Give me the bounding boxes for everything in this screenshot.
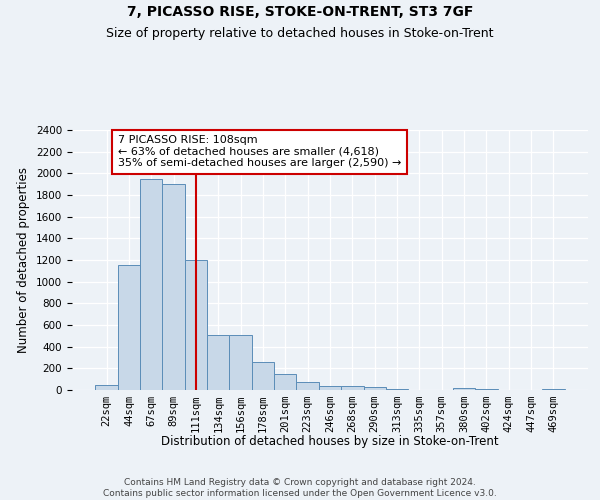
Bar [118, 266, 140, 390]
Bar [163, 184, 185, 390]
Bar [341, 386, 364, 390]
Bar [229, 335, 252, 390]
Bar [207, 335, 229, 390]
Bar [475, 389, 497, 390]
Bar [453, 388, 475, 390]
Bar [252, 362, 274, 390]
Bar [319, 386, 341, 390]
Bar [364, 388, 386, 390]
Bar [386, 389, 408, 390]
Bar [140, 179, 163, 390]
Y-axis label: Number of detached properties: Number of detached properties [17, 167, 31, 353]
Text: Distribution of detached houses by size in Stoke-on-Trent: Distribution of detached houses by size … [161, 435, 499, 448]
Text: 7, PICASSO RISE, STOKE-ON-TRENT, ST3 7GF: 7, PICASSO RISE, STOKE-ON-TRENT, ST3 7GF [127, 5, 473, 19]
Bar [296, 382, 319, 390]
Bar [95, 384, 118, 390]
Text: 7 PICASSO RISE: 108sqm
← 63% of detached houses are smaller (4,618)
35% of semi-: 7 PICASSO RISE: 108sqm ← 63% of detached… [118, 135, 401, 168]
Text: Size of property relative to detached houses in Stoke-on-Trent: Size of property relative to detached ho… [106, 28, 494, 40]
Text: Contains HM Land Registry data © Crown copyright and database right 2024.
Contai: Contains HM Land Registry data © Crown c… [103, 478, 497, 498]
Bar [274, 374, 296, 390]
Bar [185, 260, 207, 390]
